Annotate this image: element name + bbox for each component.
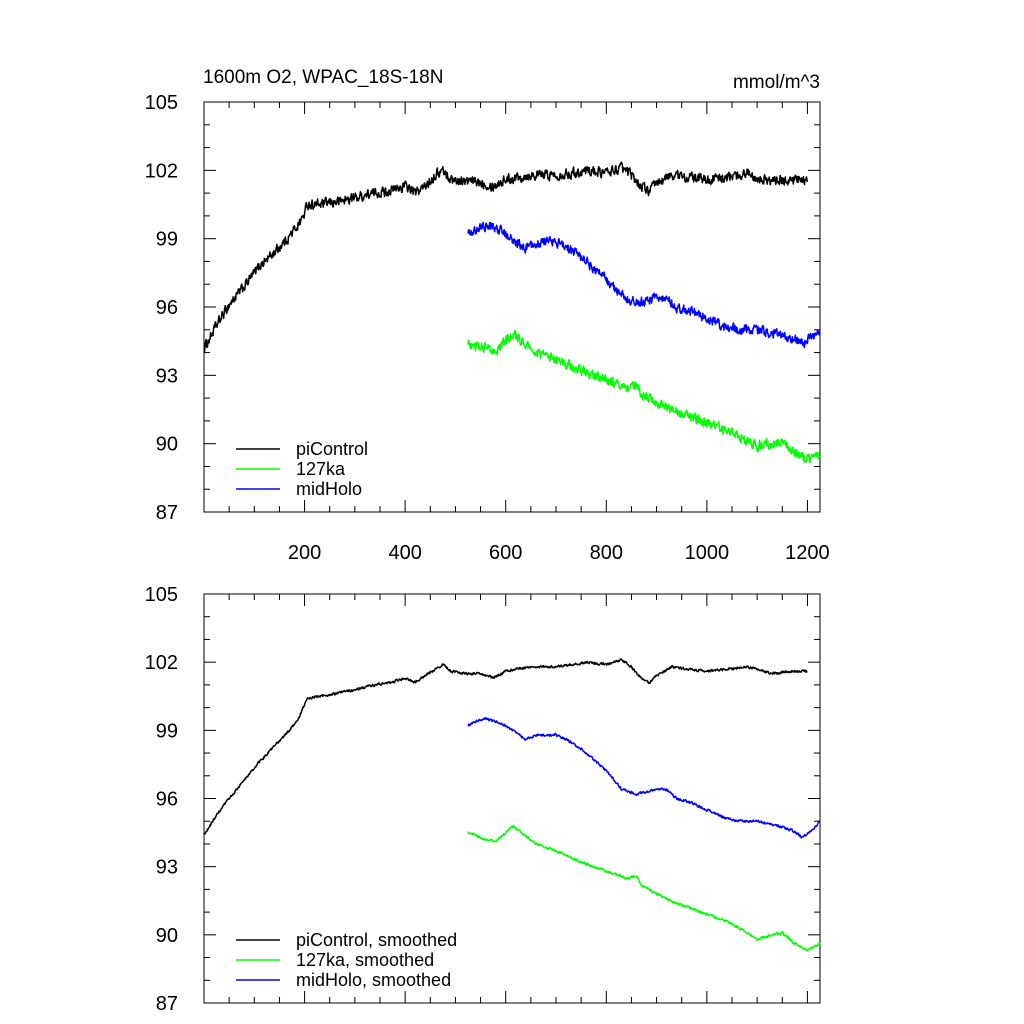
y-tick-label: 105 (145, 92, 178, 114)
legend-label: 127ka, smoothed (296, 950, 434, 970)
y-tick-label: 102 (145, 160, 178, 182)
series-line-midholo (467, 221, 821, 349)
legend-label: midHolo, smoothed (296, 970, 451, 990)
y-tick-label: 87 (156, 993, 178, 1015)
legend-label: 127ka (296, 459, 346, 479)
series-line-127ka (467, 329, 821, 464)
bottom-panel: 87 90 93 96 99 102 105 piControl, smoothed127ka… (145, 584, 821, 1015)
series-line-picontrol (204, 658, 808, 835)
legend-label: piControl (296, 439, 368, 459)
y-tick-label: 99 (156, 720, 178, 742)
x-tick-label: 1200 (785, 542, 830, 564)
units-label: mmol/m^3 (733, 72, 820, 93)
legend-label: piControl, smoothed (296, 930, 457, 950)
series-line-picontrol (203, 161, 809, 352)
y-tick-label: 105 (145, 584, 178, 606)
y-tick-label: 96 (156, 789, 178, 811)
y-tick-label: 93 (156, 857, 178, 879)
x-tick-label: 400 (388, 542, 421, 564)
top-panel: 87 90 93 96 99 102 105 200 400 600 800 1000 1200 piCo… (145, 92, 830, 564)
series-line-127ka (467, 824, 821, 952)
series-line-midholo (467, 716, 821, 839)
x-tick-label: 800 (590, 542, 623, 564)
y-tick-label: 99 (156, 229, 178, 251)
y-tick-label: 90 (156, 925, 178, 947)
y-tick-label: 102 (145, 652, 178, 674)
chart-title: 1600m O2, WPAC_18S-18N (203, 67, 443, 88)
y-tick-label: 93 (156, 365, 178, 387)
y-tick-label: 96 (156, 297, 178, 319)
legend-label: midHolo (296, 479, 362, 499)
x-tick-label: 200 (288, 542, 321, 564)
y-tick-label: 87 (156, 502, 178, 524)
x-tick-label: 1000 (685, 542, 730, 564)
x-tick-label: 600 (489, 542, 522, 564)
y-tick-label: 90 (156, 434, 178, 456)
